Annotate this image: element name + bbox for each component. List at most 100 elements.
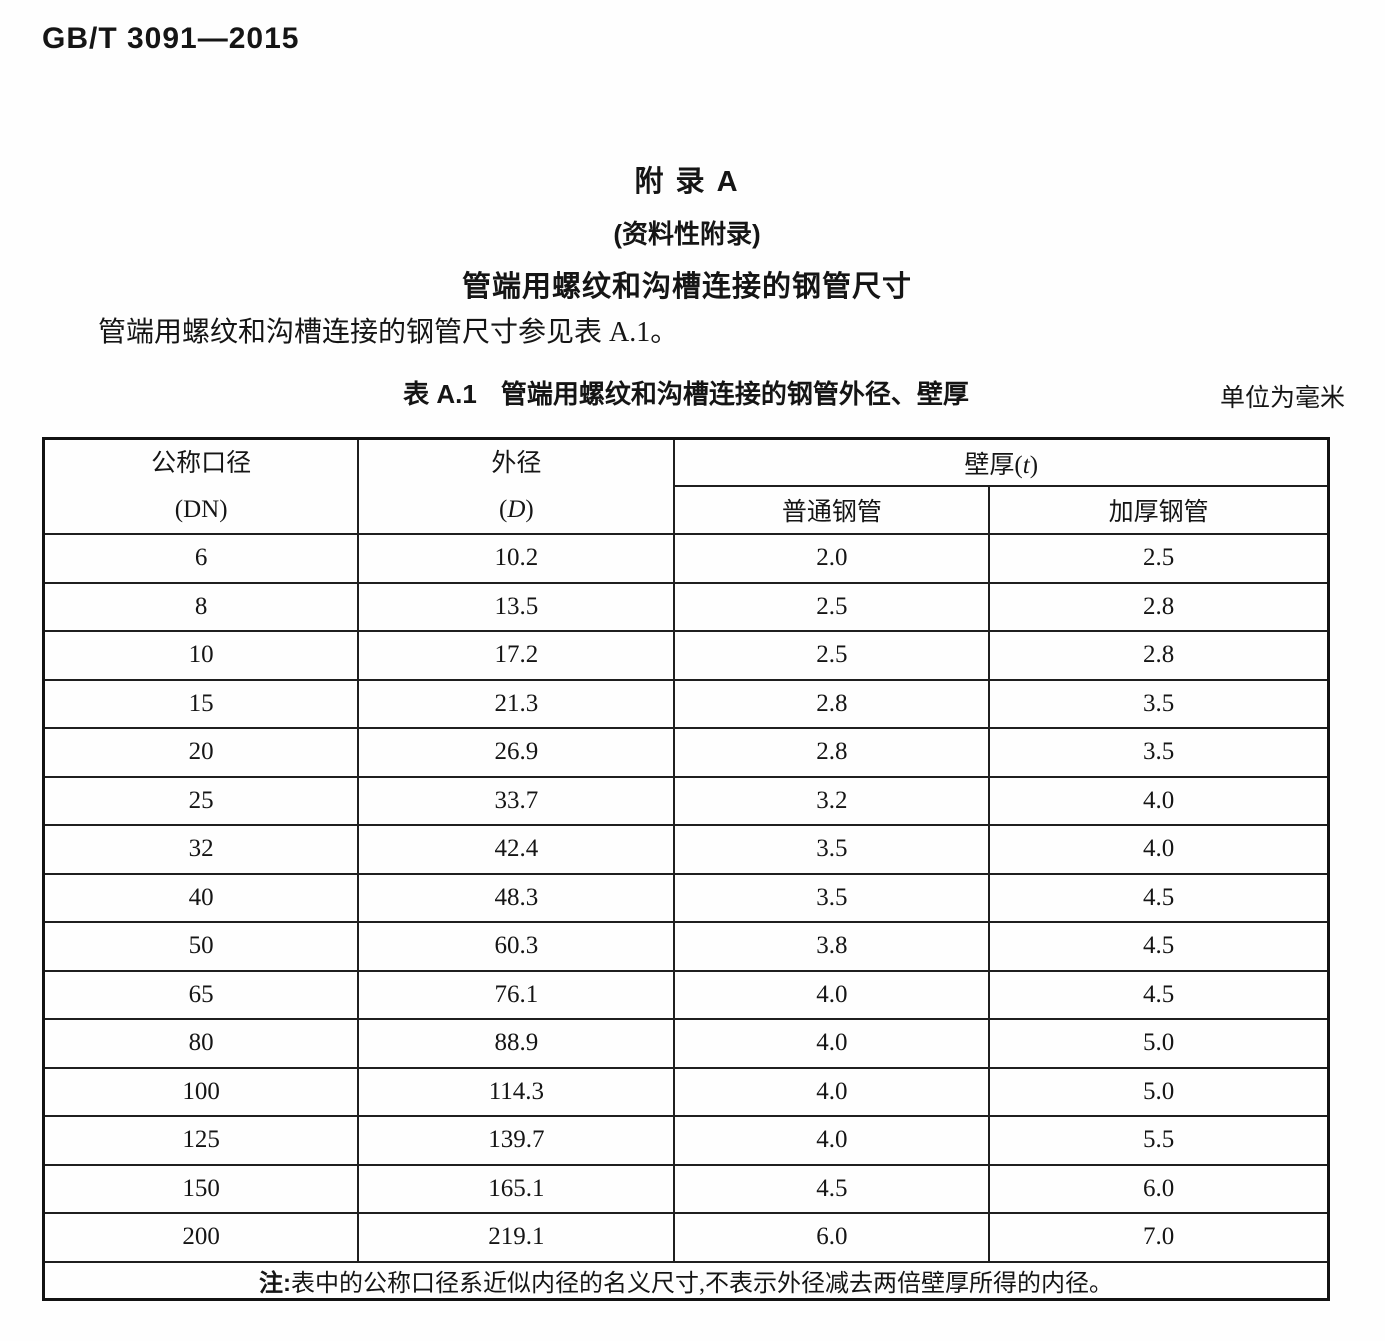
cell-od: 139.7 [357, 1115, 676, 1166]
header-row-2: 普通钢管 加厚钢管 [44, 485, 1330, 535]
header-nominal-diameter-symbol: (DN) [174, 495, 228, 523]
cell-wall-thick: 4.5 [988, 872, 1330, 923]
cell-od: 76.1 [357, 969, 676, 1020]
table-row: 200 219.1 6.0 7.0 [42, 1212, 1330, 1263]
cell-wall-normal: 2.5 [673, 581, 991, 632]
cell-dn: 80 [42, 1018, 360, 1069]
cell-wall-thick: 2.8 [988, 630, 1330, 681]
cell-dn: 20 [42, 727, 360, 778]
cell-wall-normal: 6.0 [673, 1212, 991, 1263]
table-caption-label: 表 A.1 [403, 379, 477, 409]
cell-wall-normal: 2.0 [673, 533, 991, 584]
table-note-row: 注:表中的公称口径系近似内径的名义尺寸,不表示外径减去两倍壁厚所得的内径。 [42, 1260, 1330, 1300]
cell-od: 60.3 [357, 921, 676, 972]
cell-dn: 100 [42, 1066, 360, 1117]
cell-dn: 15 [42, 678, 360, 729]
cell-dn: 32 [42, 824, 360, 875]
cell-wall-thick: 5.5 [988, 1115, 1330, 1166]
cell-od: 114.3 [357, 1066, 676, 1117]
cell-od: 165.1 [357, 1163, 676, 1214]
header-wall-thickness-group: 壁厚(t) [673, 437, 1330, 487]
cell-dn: 65 [42, 969, 360, 1020]
header-outer-diameter-symbol: (D) [499, 495, 534, 523]
cell-wall-normal: 4.0 [673, 1066, 991, 1117]
cell-wall-thick: 4.0 [988, 775, 1330, 826]
wall-thickness-variable: t [1022, 451, 1030, 479]
cell-wall-thick: 3.5 [988, 727, 1330, 778]
cell-wall-normal: 3.8 [673, 921, 991, 972]
cell-od: 26.9 [357, 727, 676, 778]
table-row: 100 114.3 4.0 5.0 [42, 1066, 1330, 1117]
header-outer-diameter: 外径 (D) [357, 437, 676, 535]
cell-wall-normal: 3.5 [673, 824, 991, 875]
table-note: 注:表中的公称口径系近似内径的名义尺寸,不表示外径减去两倍壁厚所得的内径。 [42, 1260, 1330, 1300]
cell-od: 33.7 [357, 775, 676, 826]
cell-wall-normal: 4.0 [673, 969, 991, 1020]
cell-wall-thick: 4.0 [988, 824, 1330, 875]
table-container: 公称口径 (DN) 外径 (D) 壁厚(t) 普通钢管 加厚钢管 [42, 437, 1330, 1301]
appendix-subtitle: (资料性附录) [613, 219, 761, 249]
cell-wall-thick: 5.0 [988, 1066, 1330, 1117]
cell-dn: 6 [42, 533, 360, 584]
table-row: 20 26.9 2.8 3.5 [42, 727, 1330, 778]
cell-dn: 25 [42, 775, 360, 826]
cell-od: 10.2 [357, 533, 676, 584]
table-row: 40 48.3 3.5 4.5 [42, 872, 1330, 923]
cell-wall-normal: 2.8 [673, 727, 991, 778]
header-outer-diameter-title: 外径 [491, 450, 542, 477]
cell-wall-thick: 2.5 [988, 533, 1330, 584]
cell-wall-normal: 3.2 [673, 775, 991, 826]
cell-wall-normal: 4.5 [673, 1163, 991, 1214]
table-caption-row: 表 A.1 管端用螺纹和沟槽连接的钢管外径、壁厚 单位为毫米 [42, 374, 1345, 412]
intro-paragraph: 管端用螺纹和沟槽连接的钢管尺寸参见表 A.1。 [98, 317, 679, 348]
cell-wall-normal: 2.5 [673, 630, 991, 681]
cell-od: 13.5 [357, 581, 676, 632]
cell-od: 17.2 [357, 630, 676, 681]
table-caption: 表 A.1 管端用螺纹和沟槽连接的钢管外径、壁厚 [42, 374, 1330, 411]
cell-dn: 200 [42, 1212, 360, 1263]
table-row: 10 17.2 2.5 2.8 [42, 630, 1330, 681]
pipe-dimensions-table: 公称口径 (DN) 外径 (D) 壁厚(t) 普通钢管 加厚钢管 [42, 437, 1330, 1301]
table-row: 125 139.7 4.0 5.5 [42, 1115, 1330, 1166]
cell-wall-thick: 7.0 [988, 1212, 1330, 1263]
header-row-1: 公称口径 (DN) 外径 (D) 壁厚(t) [42, 437, 1330, 535]
outer-diameter-variable: D [507, 495, 526, 523]
cell-dn: 8 [42, 581, 360, 632]
table-row: 80 88.9 4.0 5.0 [42, 1018, 1330, 1069]
cell-wall-thick: 4.5 [988, 921, 1330, 972]
appendix-title: 附 录 A [634, 166, 740, 198]
cell-wall-normal: 4.0 [673, 1018, 991, 1069]
cell-od: 21.3 [357, 678, 676, 729]
header-nominal-diameter: 公称口径 (DN) [42, 437, 360, 535]
cell-dn: 10 [42, 630, 360, 681]
cell-wall-thick: 4.5 [988, 969, 1330, 1020]
header-spacer [45, 478, 357, 496]
table-row: 50 60.3 3.8 4.5 [42, 921, 1330, 972]
note-text: 表中的公称口径系近似内径的名义尺寸,不表示外径减去两倍壁厚所得的内径。 [291, 1270, 1113, 1297]
cell-wall-normal: 3.5 [673, 872, 991, 923]
cell-od: 88.9 [357, 1018, 676, 1069]
standard-code: GB/T 3091—2015 [42, 22, 300, 55]
note-label: 注: [259, 1269, 291, 1297]
cell-od: 42.4 [357, 824, 676, 875]
cell-dn: 125 [42, 1115, 360, 1166]
cell-wall-thick: 2.8 [988, 581, 1330, 632]
table-caption-title: 管端用螺纹和沟槽连接的钢管外径、壁厚 [500, 379, 969, 409]
table-row: 150 165.1 4.5 6.0 [42, 1163, 1330, 1214]
table-row: 65 76.1 4.0 4.5 [42, 969, 1330, 1020]
table-row: 32 42.4 3.5 4.0 [42, 824, 1330, 875]
table-row: 15 21.3 2.8 3.5 [42, 678, 1330, 729]
cell-wall-thick: 5.0 [988, 1018, 1330, 1069]
header-spacer [359, 478, 673, 496]
header-normal-pipe: 普通钢管 [673, 485, 991, 535]
cell-wall-normal: 2.8 [673, 678, 991, 729]
appendix-heading: 管端用螺纹和沟槽连接的钢管尺寸 [461, 271, 912, 303]
appendix-title-block: 附 录 A (资料性附录) 管端用螺纹和沟槽连接的钢管尺寸 [42, 158, 1332, 305]
cell-dn: 40 [42, 872, 360, 923]
unit-note: 单位为毫米 [1219, 385, 1345, 412]
header-thick-pipe: 加厚钢管 [988, 485, 1330, 535]
table-row: 25 33.7 3.2 4.0 [42, 775, 1330, 826]
cell-wall-normal: 4.0 [673, 1115, 991, 1166]
cell-wall-thick: 6.0 [988, 1163, 1330, 1214]
